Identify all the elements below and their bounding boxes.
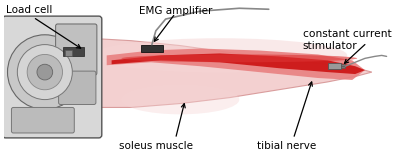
FancyBboxPatch shape <box>12 107 74 133</box>
FancyBboxPatch shape <box>58 71 96 104</box>
Circle shape <box>37 64 53 80</box>
Text: EMG amplifier: EMG amplifier <box>139 6 212 16</box>
Text: soleus muscle: soleus muscle <box>119 141 193 151</box>
Text: Load cell: Load cell <box>6 5 52 15</box>
Bar <box>342 64 345 66</box>
Bar <box>62 46 84 56</box>
Polygon shape <box>107 49 365 80</box>
Text: constant current
stimulator: constant current stimulator <box>303 29 392 51</box>
Circle shape <box>27 54 62 90</box>
Bar <box>342 66 345 68</box>
Circle shape <box>8 35 82 109</box>
Bar <box>66 49 72 56</box>
Ellipse shape <box>122 54 357 62</box>
Ellipse shape <box>122 85 239 114</box>
Ellipse shape <box>92 38 347 73</box>
Bar <box>141 45 163 52</box>
Text: tibial nerve: tibial nerve <box>257 141 316 151</box>
FancyBboxPatch shape <box>56 24 97 75</box>
Polygon shape <box>97 39 372 107</box>
Circle shape <box>17 45 72 100</box>
Bar <box>328 63 342 69</box>
FancyBboxPatch shape <box>3 16 102 138</box>
Polygon shape <box>112 53 365 74</box>
